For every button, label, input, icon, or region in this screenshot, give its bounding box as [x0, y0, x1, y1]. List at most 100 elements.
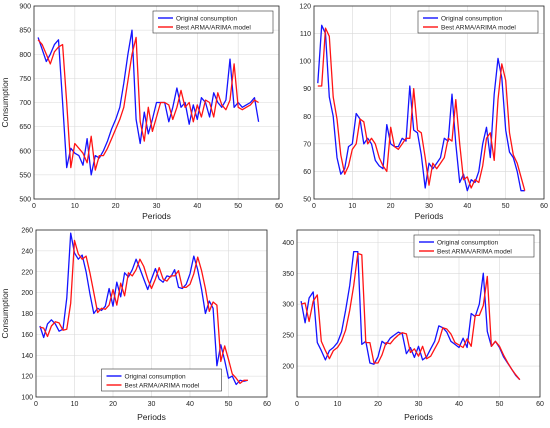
chart-panel-bottom-right: 0 10 20 30 40 50 60 200 250 300 350 400 Periods Origi…: [275, 222, 550, 423]
x-tick-label: 40: [193, 203, 201, 210]
x-tick-label: 0: [295, 401, 299, 408]
x-tick-label: 30: [153, 203, 161, 210]
x-tick-label: 50: [502, 203, 510, 210]
x-tick-label: 60: [275, 203, 283, 210]
series-line-original-consumption: [39, 232, 248, 386]
y-tick-label: 120: [299, 4, 311, 11]
x-tick-label: 40: [455, 401, 463, 408]
y-tick-label: 110: [300, 31, 311, 38]
y-tick-label: 80: [303, 114, 311, 121]
y-tick-label: 180: [21, 311, 33, 318]
x-tick-label: 20: [387, 203, 395, 210]
series-line-arma-model: [317, 27, 526, 191]
x-tick-label: 20: [109, 401, 117, 408]
legend-entry: Original consumption: [125, 374, 186, 381]
y-tick-label: 220: [21, 269, 33, 276]
axes-box: [35, 229, 268, 398]
chart-svg: 0 10 20 30 40 50 60 500 550 600 650 700 750 800 850 900…: [0, 4, 283, 222]
y-tick-label: 120: [21, 374, 33, 381]
y-tick-label: 260: [21, 228, 33, 235]
x-tick-label: 0: [312, 203, 316, 210]
legend-box: [413, 234, 535, 258]
y-tick-label: 250: [282, 333, 294, 340]
x-tick-label: 40: [463, 203, 471, 210]
y-tick-label: 350: [282, 271, 294, 278]
legend-entry: Original consumption: [176, 16, 237, 23]
x-tick-label: 30: [415, 401, 423, 408]
y-tick-label: 500: [19, 197, 31, 204]
x-tick-label: 30: [425, 203, 433, 210]
x-tick-label: 10: [334, 401, 342, 408]
x-axis-label: Periods: [142, 211, 171, 221]
x-axis-label: Periods: [137, 412, 166, 422]
legend-entry: Original consumption: [437, 240, 498, 247]
x-tick-label: 20: [374, 401, 382, 408]
x-tick-label: 50: [225, 401, 233, 408]
y-tick-label: 650: [19, 124, 31, 131]
y-tick-label: 300: [282, 302, 294, 309]
y-axis-label: Consumption: [0, 288, 10, 338]
y-tick-label: 850: [19, 28, 31, 35]
y-tick-label: 200: [282, 364, 294, 371]
x-tick-label: 60: [263, 401, 271, 408]
series-line-original-consumption: [300, 250, 521, 381]
y-tick-label: 750: [19, 76, 31, 83]
legend-entry: Best ARMA/ARIMA model: [125, 383, 200, 390]
x-tick-label: 10: [348, 203, 356, 210]
chart-svg: 0 10 20 30 40 50 60 50 60 70 80 90 100 110 120 Periods O…: [299, 4, 548, 222]
y-tick-label: 600: [19, 148, 31, 155]
y-tick-label: 90: [303, 86, 311, 93]
legend: Original consumption Best ARMA/ARIMA mode…: [417, 10, 539, 34]
x-tick-label: 50: [234, 203, 242, 210]
chart-panel-top-right: 0 10 20 30 40 50 60 50 60 70 80 90 100 110 120 Periods O…: [284, 0, 550, 222]
y-tick-label: 200: [21, 290, 33, 297]
x-tick-label: 0: [34, 401, 38, 408]
y-tick-label: 70: [303, 141, 311, 148]
x-tick-label: 10: [71, 203, 79, 210]
legend-box: [417, 10, 539, 34]
x-tick-label: 30: [148, 401, 156, 408]
chart-svg: 0 10 20 30 40 50 60 200 250 300 350 400 Periods Origi…: [282, 229, 544, 422]
x-tick-label: 50: [496, 401, 504, 408]
y-tick-label: 160: [21, 332, 33, 339]
x-tick-label: 10: [71, 401, 79, 408]
x-tick-label: 60: [540, 203, 548, 210]
y-axis-label: Consumption: [0, 77, 10, 127]
y-tick-label: 140: [21, 353, 33, 360]
x-tick-label: 0: [32, 203, 36, 210]
legend: Original consumption Best ARMA/ARIMA mode…: [413, 234, 535, 258]
y-tick-label: 240: [21, 248, 33, 255]
legend: Original consumption Best ARMA/ARIMA mode…: [101, 368, 222, 392]
y-tick-label: 60: [303, 169, 311, 176]
legend-box: [101, 368, 222, 392]
axes-box: [33, 5, 280, 200]
chart-panel-bottom-left: 0 10 20 30 40 50 60 100 120 140 160 180 200 220 240 260…: [0, 222, 275, 423]
legend-entry: Original consumption: [441, 16, 502, 23]
series-line-original-consumption: [317, 24, 525, 192]
x-axis-label: Periods: [404, 412, 433, 422]
x-tick-label: 60: [536, 401, 544, 408]
y-tick-label: 900: [19, 4, 31, 11]
chart-panel-top-left: 0 10 20 30 40 50 60 500 550 600 650 700 750 800 850 900…: [0, 0, 284, 222]
legend: Original consumption Best ARMA/ARIMA mode…: [152, 10, 274, 34]
series-line-arma-model: [300, 252, 521, 381]
legend-entry: Best ARMA/ARIMA model: [437, 249, 512, 256]
y-tick-label: 400: [282, 240, 294, 247]
x-tick-label: 20: [112, 203, 120, 210]
legend-entry: Best ARMA/ARIMA model: [441, 25, 516, 32]
y-tick-label: 100: [299, 59, 311, 66]
series-line-arma-model: [39, 239, 248, 385]
legend-entry: Best ARMA/ARIMA model: [176, 25, 251, 32]
y-tick-label: 100: [21, 395, 33, 402]
axes-box: [296, 229, 541, 398]
chart-svg: 0 10 20 30 40 50 60 100 120 140 160 180 200 220 240 260…: [0, 228, 271, 423]
y-tick-label: 800: [19, 52, 31, 59]
series-line-original-consumption: [37, 29, 260, 176]
series-line-arma-model: [37, 36, 259, 171]
y-tick-label: 50: [303, 197, 311, 204]
axes-box: [313, 5, 545, 200]
x-tick-label: 40: [186, 401, 194, 408]
legend-box: [152, 10, 274, 34]
y-tick-label: 550: [19, 172, 31, 179]
x-axis-label: Periods: [415, 211, 444, 221]
